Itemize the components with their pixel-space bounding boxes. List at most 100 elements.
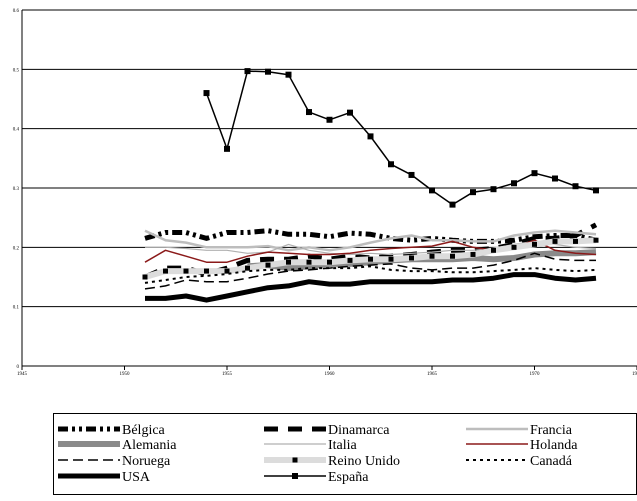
data-point [470, 251, 476, 257]
data-point [573, 238, 578, 244]
data-point [347, 257, 353, 263]
data-point [203, 90, 210, 97]
series-8 [144, 265, 597, 284]
data-point [224, 145, 230, 152]
y-tick-label: 0.2 [13, 246, 20, 251]
data-point [368, 256, 373, 262]
series-line [145, 272, 597, 303]
series-line [144, 252, 596, 290]
x-tick-label: 1955 [222, 372, 233, 377]
x-tick-label: 1960 [325, 372, 336, 377]
series-6 [144, 252, 596, 290]
x-tick-label: 1965 [427, 372, 438, 377]
gridlines [22, 9, 637, 308]
legend-entry: Canadá [466, 454, 573, 469]
series-9 [145, 272, 597, 303]
data-point [224, 268, 230, 274]
data-point [470, 189, 476, 196]
legend-entry: Alemania [58, 438, 177, 453]
legend-label: USA [122, 470, 151, 485]
legend-label: Francia [530, 423, 573, 438]
y-tick-label: 0.1 [13, 306, 20, 311]
data-point [511, 180, 517, 187]
data-point [429, 253, 435, 259]
legend-label: España [328, 470, 369, 485]
data-point [327, 259, 332, 265]
data-point [593, 237, 599, 243]
series-0 [144, 228, 597, 244]
tick-labels: 0 0.1 0.2 0.3 0.4 0.5 0.6 1945 1950 1955 1960 1965 1… [13, 9, 637, 377]
legend-label: Noruega [122, 454, 171, 469]
legend-label: Canadá [530, 454, 573, 469]
x-tick-label: 1945 [17, 372, 28, 377]
data-point [306, 109, 312, 116]
y-tick-label: 0.5 [13, 68, 20, 73]
legend-marker [292, 457, 298, 463]
data-point [388, 161, 394, 168]
legend-label: Bélgica [122, 423, 166, 438]
x-tick-label: 1950 [120, 372, 131, 377]
data-point [388, 256, 394, 262]
legend-entry: Reino Unido [264, 454, 400, 469]
legend-label: Holanda [530, 438, 578, 453]
data-point [244, 68, 251, 75]
data-point [204, 268, 209, 274]
data-point [306, 259, 312, 265]
legend: Bélgica Dinamarca Francia Alemania Italia Hol… [53, 413, 637, 495]
series-7 [142, 237, 599, 280]
legend-entry: Italia [264, 438, 358, 453]
data-point [449, 201, 456, 208]
data-point [450, 253, 455, 259]
data-point [532, 241, 537, 247]
legend-entry: España [264, 470, 369, 485]
legend-label: Reino Unido [328, 454, 400, 469]
legend-label: Italia [328, 438, 358, 453]
legend-entry: Noruega [58, 454, 171, 469]
y-tick-label: 0 [17, 365, 20, 370]
series-2 [144, 229, 597, 252]
series-line [144, 265, 597, 284]
y-tick-label: 0.6 [13, 9, 20, 14]
data-point [183, 268, 189, 274]
legend-entry: USA [58, 470, 151, 485]
data-point [572, 183, 579, 190]
series-10 [203, 68, 599, 208]
axes [21, 10, 637, 370]
data-point [531, 170, 538, 177]
data-point [491, 247, 496, 253]
legend-entry: Holanda [466, 438, 578, 453]
series-line [205, 70, 597, 206]
data-point [409, 255, 414, 261]
x-tick-label: 1970 [530, 372, 541, 377]
legend-entry: Dinamarca [264, 423, 390, 438]
data-point [326, 116, 333, 123]
data-point [408, 171, 415, 178]
data-point [142, 274, 148, 280]
data-point [593, 187, 599, 194]
legend-entry: Bélgica [58, 423, 166, 438]
data-point [245, 265, 250, 271]
legend-entry: Francia [466, 423, 573, 438]
data-point [265, 262, 271, 268]
data-point [163, 268, 168, 274]
data-point [511, 244, 517, 250]
legend-marker [292, 473, 298, 479]
y-tick-label: 0.3 [13, 187, 20, 192]
data-point [490, 186, 497, 193]
series-line [144, 229, 597, 252]
data-point [285, 71, 292, 78]
series-lines [142, 68, 599, 303]
data-point [552, 238, 558, 244]
legend-label: Dinamarca [328, 423, 390, 438]
data-point [286, 259, 291, 265]
y-tick-label: 0.4 [13, 128, 20, 133]
data-point [552, 175, 558, 182]
legend-label: Alemania [122, 438, 177, 453]
data-point [367, 133, 374, 140]
data-point [347, 109, 353, 116]
data-point [265, 68, 271, 75]
data-point [429, 187, 435, 194]
legend-entries: Bélgica Dinamarca Francia Alemania Italia Hol… [58, 423, 578, 485]
x-tick-label: 1975 [632, 372, 637, 377]
